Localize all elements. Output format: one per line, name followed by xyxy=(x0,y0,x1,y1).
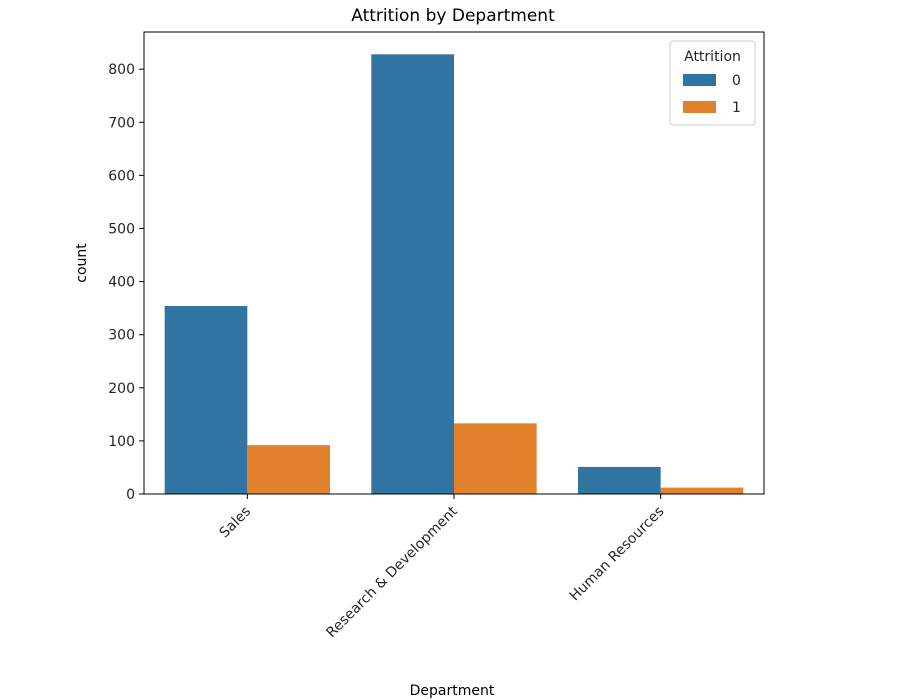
x-axis-label: Department xyxy=(410,683,495,699)
y-tick-label: 800 xyxy=(108,62,135,78)
y-tick-label: 700 xyxy=(108,115,135,131)
x-tick-label-human-resources: Human Resources xyxy=(567,504,668,605)
y-axis-label: count xyxy=(74,243,90,283)
y-tick-label: 100 xyxy=(108,434,135,450)
legend-swatch-0 xyxy=(683,74,716,86)
legend-swatch-1 xyxy=(683,101,716,113)
plot-frame xyxy=(143,31,765,495)
bar-sales-attrition-0 xyxy=(164,306,248,494)
y-tick-label: 200 xyxy=(108,381,135,397)
x-axis: Sales Research & Development Human Resourc… xyxy=(216,494,667,641)
bars xyxy=(164,54,744,495)
bar-research-development-attrition-1 xyxy=(454,423,537,494)
legend-title: Attrition xyxy=(684,49,741,65)
chart-title: Attrition by Department xyxy=(351,6,555,26)
y-tick-label: 300 xyxy=(108,328,135,344)
bar-sales-attrition-1 xyxy=(247,445,330,494)
legend: Attrition 0 1 xyxy=(669,40,756,126)
bar-research-development-attrition-0 xyxy=(371,54,454,495)
x-tick-label-research-development: Research & Development xyxy=(323,503,461,641)
y-tick-label: 0 xyxy=(126,487,135,503)
y-tick-label: 400 xyxy=(108,275,135,291)
legend-label-0: 0 xyxy=(732,73,741,89)
y-tick-label: 600 xyxy=(108,168,135,184)
bar-human-resources-attrition-0 xyxy=(578,466,661,494)
x-tick-label-sales: Sales xyxy=(216,504,254,542)
bar-human-resources-attrition-1 xyxy=(660,487,744,494)
y-axis: 0 100 200 300 400 500 600 700 800 xyxy=(108,62,144,503)
legend-label-1: 1 xyxy=(732,100,741,116)
y-tick-label: 500 xyxy=(108,221,135,237)
